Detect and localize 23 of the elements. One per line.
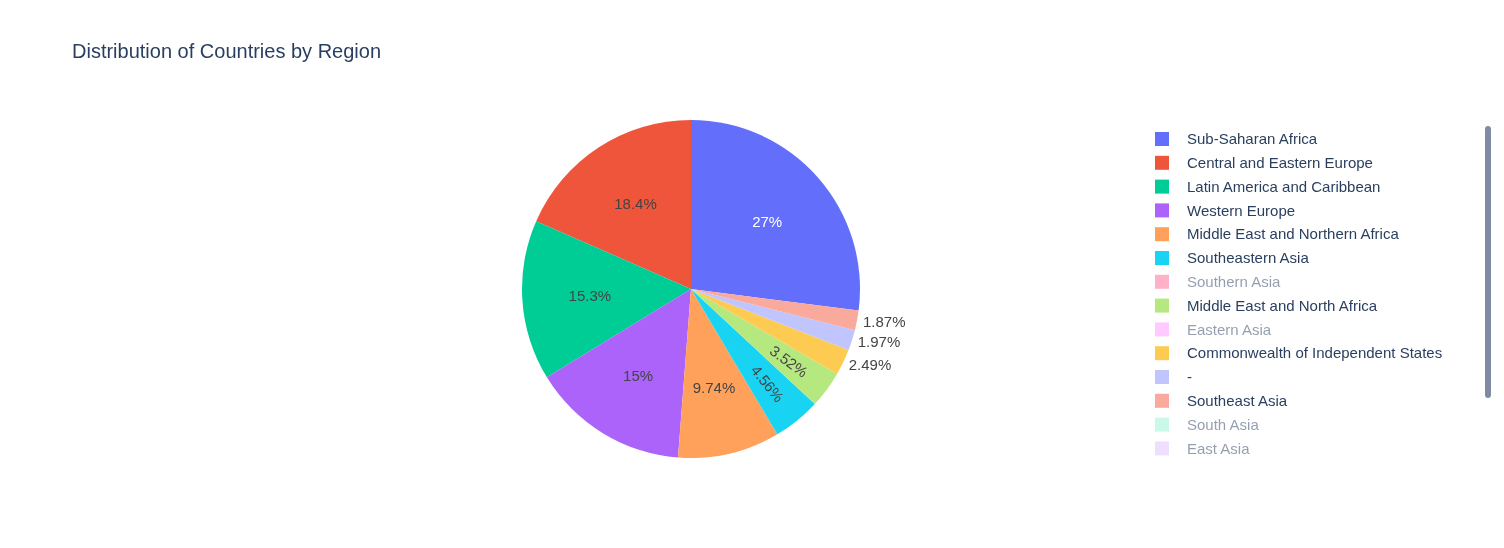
legend-label: East Asia (1187, 439, 1251, 457)
legend-label: Southern Asia (1187, 273, 1282, 291)
legend-label: Middle East and Northern Africa (1187, 225, 1400, 243)
data-label: 1.97% (857, 333, 901, 351)
data-label: 18.4% (614, 195, 657, 213)
data-label: 27% (752, 213, 783, 231)
text: Distribution of Countries by Region (72, 40, 382, 62)
data-label: 1.87% (862, 312, 906, 330)
legend-label: Western Europe (1187, 201, 1296, 219)
legend-label: Sub-Saharan Africa (1187, 130, 1318, 148)
legend-label: Latin America and Caribbean (1187, 177, 1381, 195)
data-label: 15% (623, 366, 654, 384)
legend-label: Southeastern Asia (1187, 249, 1310, 267)
legend-label: South Asia (1187, 415, 1260, 433)
legend-label: Commonwealth of Independent States (1187, 344, 1443, 362)
legend-label: Eastern Asia (1187, 320, 1272, 338)
data-label: 15.3% (568, 287, 612, 305)
data-label: 9.74% (692, 378, 736, 396)
data-label: 2.49% (848, 356, 892, 374)
legend-label: - (1187, 368, 1192, 386)
legend-label: Southeast Asia (1187, 392, 1288, 410)
legend-label: Central and Eastern Europe (1187, 154, 1373, 172)
legend-label: Middle East and North Africa (1187, 296, 1378, 314)
